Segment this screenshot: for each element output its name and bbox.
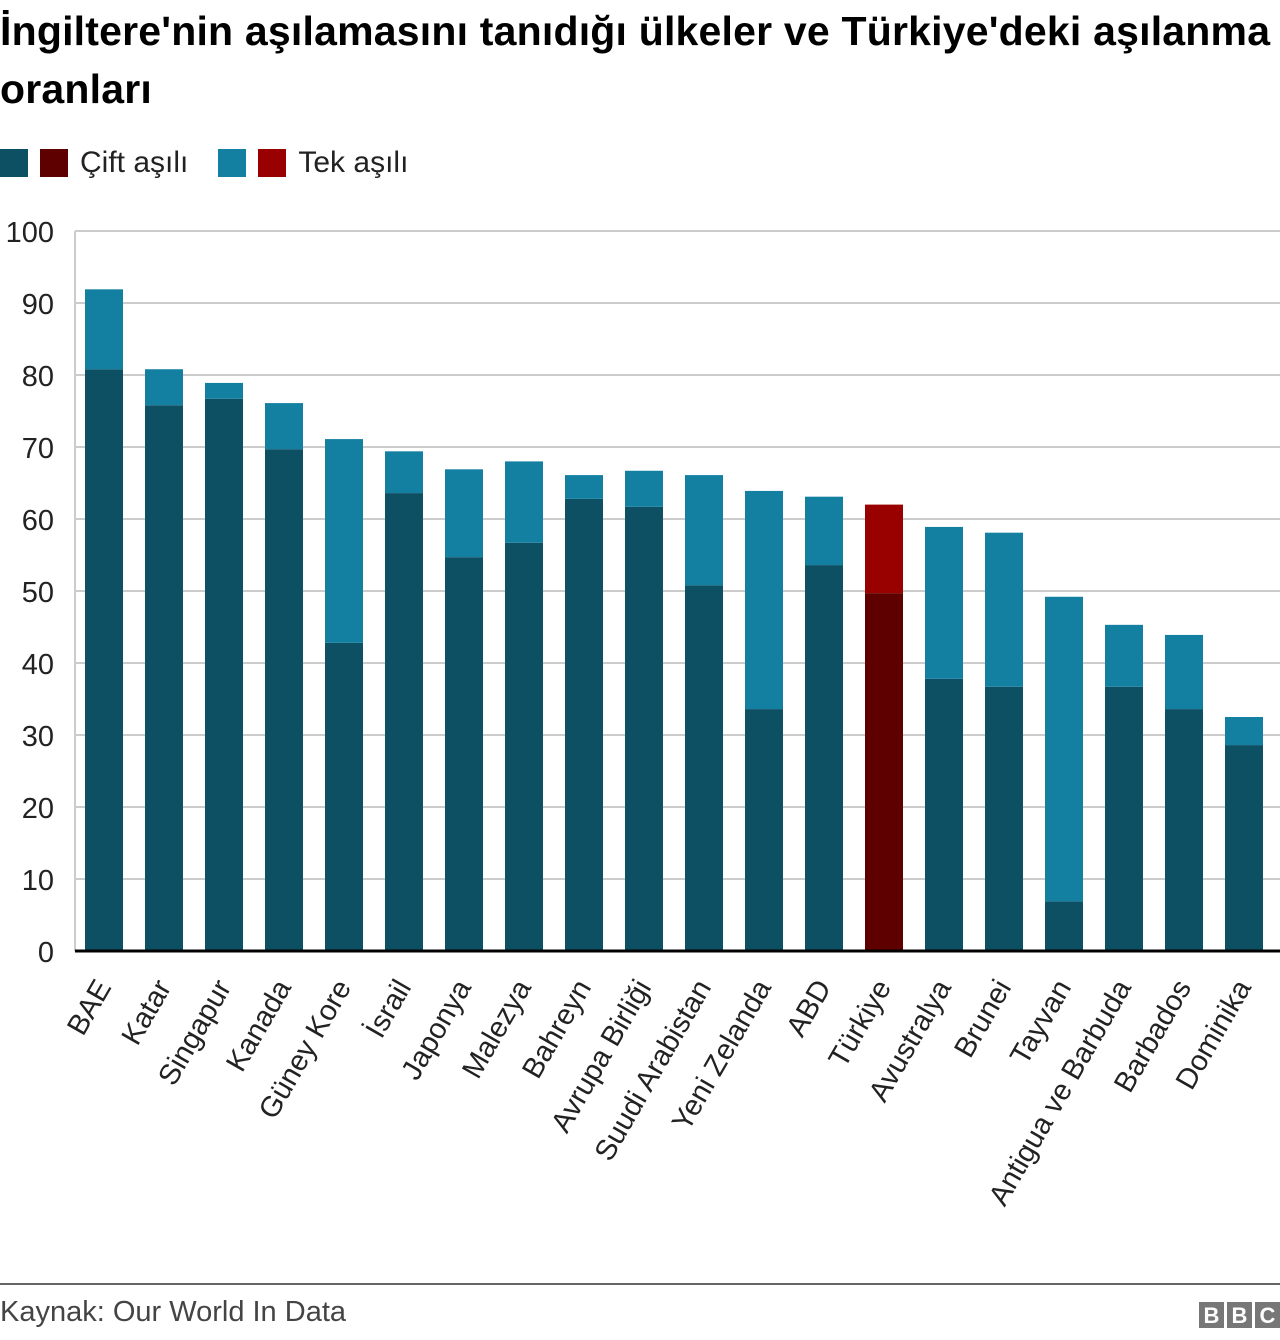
bar-double-15 bbox=[985, 686, 1023, 951]
bar-double-12 bbox=[805, 565, 843, 951]
bbc-logo-letter: B bbox=[1227, 1302, 1252, 1328]
legend-label-single: Tek aşılı bbox=[298, 146, 409, 179]
source-text: Kaynak: Our World In Data bbox=[0, 1296, 347, 1328]
legend-swatch-double-highlight bbox=[40, 149, 68, 177]
bbc-logo: B B C bbox=[1199, 1302, 1280, 1328]
y-tick-label: 70 bbox=[22, 433, 54, 465]
bar-double-0 bbox=[85, 369, 123, 951]
bar-single-1 bbox=[145, 369, 183, 406]
bar-double-11 bbox=[745, 709, 783, 951]
bar-single-3 bbox=[265, 403, 303, 450]
y-tick-label: 60 bbox=[22, 505, 54, 537]
y-tick-label: 40 bbox=[22, 649, 54, 681]
bar-single-13 bbox=[865, 504, 903, 594]
bar-single-6 bbox=[445, 469, 483, 558]
bar-double-4 bbox=[325, 642, 363, 951]
bar-single-12 bbox=[805, 496, 843, 566]
bar-double-16 bbox=[1045, 901, 1083, 951]
bar-double-1 bbox=[145, 405, 183, 951]
bar-double-19 bbox=[1225, 745, 1263, 951]
bar-double-10 bbox=[685, 585, 723, 951]
y-tick-label: 30 bbox=[22, 721, 54, 753]
legend-label-double: Çift aşılı bbox=[80, 146, 189, 179]
footer-divider bbox=[0, 1283, 1280, 1285]
y-tick-label: 50 bbox=[22, 577, 54, 609]
bar-single-2 bbox=[205, 382, 243, 399]
x-tick-label: ABD bbox=[781, 975, 839, 1043]
bar-single-7 bbox=[505, 461, 543, 543]
bar-double-5 bbox=[385, 493, 423, 951]
bar-single-5 bbox=[385, 451, 423, 494]
y-tick-label: 80 bbox=[22, 361, 54, 393]
legend-swatch-single bbox=[218, 149, 247, 177]
chart-title: İngiltere'nin aşılamasını tanıdığı ülkel… bbox=[0, 8, 1271, 112]
bar-single-15 bbox=[985, 532, 1023, 687]
bar-double-17 bbox=[1105, 686, 1143, 951]
y-tick-label: 20 bbox=[22, 793, 54, 825]
legend-swatch-double bbox=[0, 149, 28, 177]
legend: Çift aşılı Tek aşılı bbox=[0, 146, 438, 179]
bar-double-14 bbox=[925, 678, 963, 951]
bar-double-13 bbox=[865, 593, 903, 951]
x-tick-label: BAE bbox=[61, 975, 118, 1041]
bar-single-0 bbox=[85, 289, 123, 370]
x-tick-label: İsrail bbox=[359, 974, 418, 1044]
y-tick-label: 100 bbox=[6, 217, 54, 249]
y-tick-label: 90 bbox=[22, 289, 54, 321]
bar-single-9 bbox=[625, 470, 663, 507]
bar-single-19 bbox=[1225, 717, 1263, 746]
bar-single-10 bbox=[685, 475, 723, 586]
y-tick-label: 0 bbox=[38, 937, 54, 969]
bar-chart: 0102030405060708090100BAEKatarSingapurKa… bbox=[6, 217, 1280, 1211]
bar-double-8 bbox=[565, 498, 603, 951]
legend-swatch-single-highlight bbox=[258, 149, 287, 177]
bar-double-6 bbox=[445, 557, 483, 951]
bar-double-2 bbox=[205, 398, 243, 951]
bar-single-18 bbox=[1165, 634, 1203, 710]
bar-single-14 bbox=[925, 526, 963, 679]
bar-single-4 bbox=[325, 439, 363, 643]
bar-single-11 bbox=[745, 490, 783, 710]
bar-single-17 bbox=[1105, 624, 1143, 687]
y-tick-label: 10 bbox=[22, 865, 54, 897]
bbc-logo-letter: C bbox=[1255, 1302, 1280, 1328]
bar-double-3 bbox=[265, 449, 303, 951]
bar-double-18 bbox=[1165, 709, 1203, 951]
bar-single-8 bbox=[565, 475, 603, 499]
bar-double-9 bbox=[625, 506, 663, 951]
x-tick-label: Katar bbox=[116, 974, 179, 1050]
bar-double-7 bbox=[505, 542, 543, 951]
bbc-logo-letter: B bbox=[1199, 1302, 1224, 1328]
bar-single-16 bbox=[1045, 596, 1083, 902]
